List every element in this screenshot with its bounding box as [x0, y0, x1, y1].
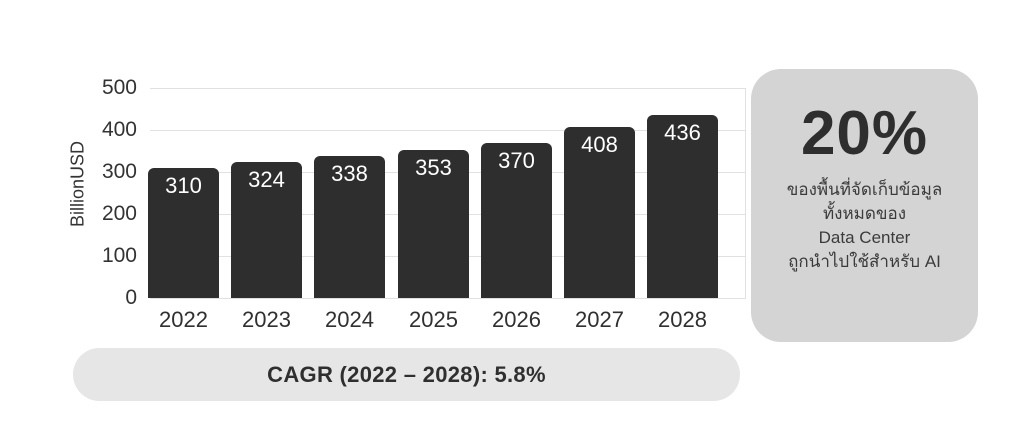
bar: 353 — [398, 150, 469, 298]
bar-slot: 370 2026 — [481, 88, 552, 332]
y-axis-tick-label: 300 — [101, 160, 137, 183]
cagr-pill: CAGR (2022 – 2028): 5.8% — [73, 348, 740, 401]
bar: 338 — [314, 156, 385, 298]
bar: 324 — [231, 162, 302, 298]
x-axis-label: 2027 — [575, 307, 624, 332]
bar: 436 — [647, 115, 718, 298]
plot-right-border — [745, 88, 746, 298]
bar-value-label: 324 — [248, 167, 285, 192]
x-axis-label: 2024 — [325, 307, 374, 332]
bar-value-label: 338 — [331, 161, 368, 186]
bar: 370 — [481, 143, 552, 298]
x-axis-label: 2028 — [658, 307, 707, 332]
bar-slot: 310 2022 — [148, 88, 219, 332]
y-axis-tick-label: 500 — [101, 76, 137, 99]
panel-line: ทั้งหมดของ — [822, 204, 907, 224]
y-axis-tick-label: 100 — [101, 244, 137, 267]
bar-slot: 338 2024 — [314, 88, 385, 332]
panel-line: Data Center — [818, 228, 911, 248]
bar: 408 — [564, 127, 635, 298]
bar-value-label: 310 — [165, 173, 202, 198]
bar-slot: 324 2023 — [231, 88, 302, 332]
bar-value-label: 408 — [581, 132, 618, 157]
y-axis-tick-label: 0 — [125, 286, 137, 309]
panel-line: ของพื้นที่จัดเก็บข้อมูล — [786, 180, 943, 200]
y-axis-tick-label: 200 — [101, 202, 137, 225]
bar-slot: 353 2025 — [398, 88, 469, 332]
y-axis-tick-label: 400 — [101, 118, 137, 141]
bar: 310 — [148, 168, 219, 298]
x-axis-label: 2023 — [242, 307, 291, 332]
ai-usage-panel: 20% ของพื้นที่จัดเก็บข้อมูล ทั้งหมดของ D… — [751, 69, 978, 342]
bar-value-label: 370 — [498, 148, 535, 173]
bar-value-label: 353 — [415, 155, 452, 180]
cagr-label: CAGR (2022 – 2028): 5.8% — [267, 361, 546, 387]
x-axis-label: 2025 — [409, 307, 458, 332]
plot-area: 310 2022 324 2023 338 2024 353 2025 370 2026 408 20… — [148, 88, 746, 332]
bar-value-label: 436 — [664, 120, 701, 145]
bar-slot: 436 2028 — [647, 88, 718, 332]
panel-line: ถูกนำไปใช้สำหรับ AI — [788, 252, 941, 272]
x-axis-label: 2026 — [492, 307, 541, 332]
y-axis-ticks: 0 100 200 300 400 500 — [85, 76, 137, 309]
bar-slot: 408 2027 — [564, 88, 635, 332]
panel-headline: 20% — [800, 99, 929, 168]
x-axis-label: 2022 — [159, 307, 208, 332]
gridline — [150, 298, 746, 299]
gridline — [150, 130, 746, 131]
gridline — [150, 88, 746, 89]
